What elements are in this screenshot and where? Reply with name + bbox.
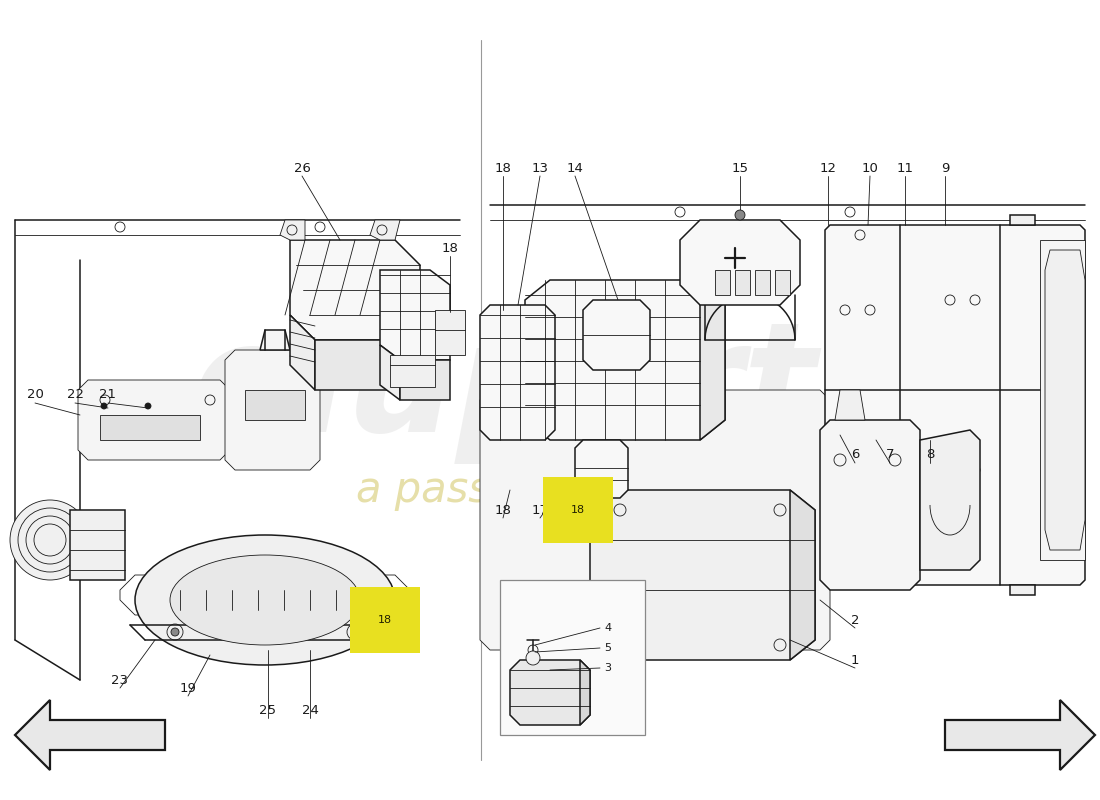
Bar	[390, 355, 435, 387]
Text: 17: 17	[531, 503, 549, 517]
Text: 23: 23	[111, 674, 129, 686]
Bar	[245, 390, 305, 420]
Polygon shape	[480, 305, 556, 440]
Polygon shape	[370, 220, 400, 240]
Polygon shape	[680, 220, 800, 305]
Text: 7: 7	[886, 449, 894, 462]
Bar	[715, 270, 730, 295]
Bar	[100, 415, 200, 440]
Polygon shape	[700, 280, 725, 440]
Circle shape	[526, 651, 540, 665]
Polygon shape	[315, 340, 420, 390]
Text: 12: 12	[820, 162, 836, 174]
Text: 8: 8	[926, 449, 934, 462]
Polygon shape	[1010, 215, 1035, 225]
Text: 5: 5	[605, 643, 612, 653]
Polygon shape	[290, 240, 420, 340]
Polygon shape	[480, 390, 830, 650]
Text: 18: 18	[495, 503, 512, 517]
Circle shape	[351, 628, 359, 636]
Text: 21: 21	[99, 389, 117, 402]
Polygon shape	[400, 360, 450, 400]
Circle shape	[101, 403, 107, 409]
Circle shape	[145, 403, 151, 409]
Bar	[735, 270, 750, 295]
Polygon shape	[510, 660, 590, 725]
Text: 9: 9	[940, 162, 949, 174]
Polygon shape	[835, 390, 865, 420]
Text: 25: 25	[260, 703, 276, 717]
Polygon shape	[920, 430, 980, 570]
Bar	[375, 590, 405, 618]
Ellipse shape	[135, 535, 395, 665]
Polygon shape	[820, 420, 920, 590]
Text: 11: 11	[896, 162, 913, 174]
Text: 1: 1	[850, 654, 859, 666]
Text: 10: 10	[861, 162, 879, 174]
Polygon shape	[583, 300, 650, 370]
Polygon shape	[1040, 240, 1085, 560]
Polygon shape	[945, 700, 1094, 770]
Text: 16: 16	[570, 503, 586, 517]
Polygon shape	[1045, 250, 1085, 550]
Text: 18: 18	[571, 505, 585, 515]
Polygon shape	[580, 660, 590, 725]
Ellipse shape	[170, 555, 360, 645]
Polygon shape	[15, 700, 165, 770]
Text: 18: 18	[495, 162, 512, 174]
Text: 13: 13	[531, 162, 549, 174]
Text: 4: 4	[604, 623, 612, 633]
Bar	[500, 580, 645, 735]
Circle shape	[10, 500, 90, 580]
Bar	[70, 510, 125, 580]
Text: 22: 22	[66, 389, 84, 402]
Text: 2: 2	[850, 614, 859, 626]
Text: 15: 15	[732, 162, 748, 174]
Text: 14: 14	[566, 162, 583, 174]
Text: 26: 26	[294, 162, 310, 174]
Polygon shape	[525, 280, 725, 440]
Polygon shape	[590, 490, 815, 660]
Polygon shape	[790, 490, 815, 660]
Polygon shape	[379, 345, 400, 400]
Polygon shape	[226, 350, 320, 470]
Polygon shape	[280, 220, 305, 240]
Circle shape	[735, 210, 745, 220]
Bar	[776, 270, 790, 295]
Text: eluparts: eluparts	[191, 315, 909, 465]
Polygon shape	[575, 440, 628, 498]
Polygon shape	[78, 380, 230, 460]
Bar	[755, 270, 770, 295]
Text: 18: 18	[441, 242, 459, 254]
Polygon shape	[825, 225, 1085, 585]
Polygon shape	[290, 315, 315, 390]
Text: 3: 3	[605, 663, 612, 673]
Text: 24: 24	[301, 703, 318, 717]
Polygon shape	[1010, 585, 1035, 595]
Text: 18: 18	[378, 615, 392, 625]
Circle shape	[170, 628, 179, 636]
Polygon shape	[379, 270, 450, 360]
Text: 20: 20	[26, 389, 43, 402]
Text: 19: 19	[179, 682, 197, 694]
Polygon shape	[260, 330, 290, 350]
Text: 6: 6	[850, 449, 859, 462]
Text: a passion for parts: a passion for parts	[356, 469, 744, 511]
Bar	[434, 310, 465, 355]
